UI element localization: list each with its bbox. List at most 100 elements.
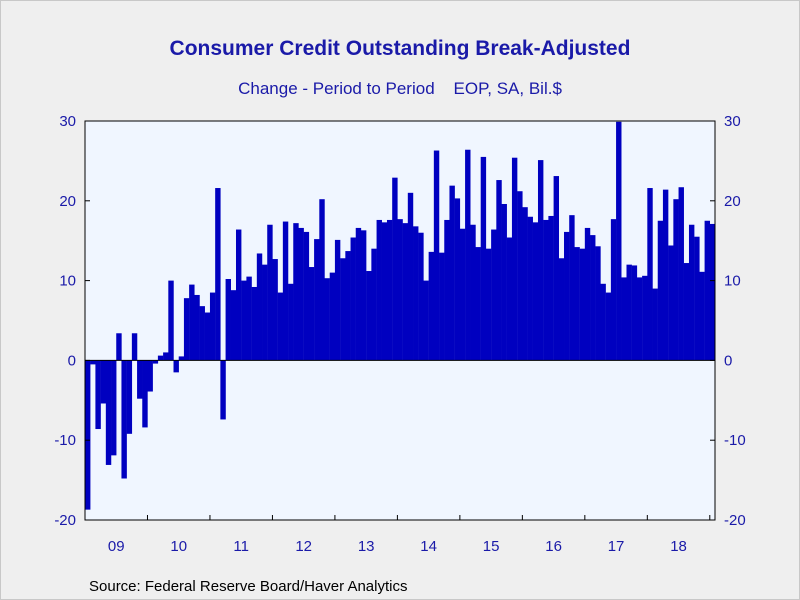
- bar: [157, 355, 164, 361]
- bar: [355, 227, 362, 361]
- bar: [366, 271, 372, 361]
- bar: [230, 290, 237, 361]
- bar: [553, 176, 560, 361]
- bar: [178, 356, 185, 361]
- bar: [579, 248, 586, 361]
- bar: [491, 229, 497, 361]
- bar: [449, 185, 455, 361]
- bar: [532, 222, 539, 361]
- bar: [241, 280, 247, 361]
- bar: [423, 280, 429, 361]
- bar: [610, 219, 617, 361]
- bar: [475, 247, 481, 361]
- bar: [142, 360, 148, 428]
- bar: [152, 360, 159, 364]
- bar: [480, 156, 487, 361]
- bar: [376, 219, 382, 361]
- bar: [631, 265, 638, 361]
- bar: [256, 253, 263, 361]
- bar: [163, 352, 169, 361]
- bar: [413, 226, 419, 361]
- bar: [527, 216, 533, 361]
- y-tick-label-left: 0: [68, 352, 76, 369]
- bar: [235, 229, 242, 361]
- x-tick-label: 13: [358, 538, 375, 555]
- bar: [272, 259, 278, 361]
- bar: [652, 288, 658, 361]
- bar: [470, 224, 476, 361]
- bar: [95, 360, 101, 430]
- source-note: Source: Federal Reserve Board/Haver Anal…: [89, 578, 408, 595]
- bar: [267, 224, 273, 361]
- bar: [418, 232, 424, 361]
- bar: [662, 189, 669, 361]
- bar: [204, 312, 211, 361]
- bar: [564, 231, 570, 361]
- bar: [402, 223, 409, 361]
- bar: [173, 360, 179, 373]
- bar: [537, 160, 544, 361]
- y-tick-label-right: 10: [724, 273, 741, 290]
- bar: [168, 280, 174, 361]
- bar: [345, 251, 351, 361]
- bar: [444, 219, 450, 361]
- y-tick-label-left: 20: [59, 193, 76, 210]
- bar: [105, 360, 112, 465]
- bar: [147, 360, 153, 392]
- bar: [657, 220, 664, 361]
- bar: [709, 223, 716, 361]
- bar: [433, 150, 440, 361]
- x-tick-label: 15: [483, 538, 500, 555]
- bar: [673, 199, 679, 361]
- bar: [642, 275, 648, 361]
- bar: [590, 235, 596, 361]
- bar: [126, 360, 133, 434]
- bar: [699, 271, 705, 361]
- bar: [308, 267, 315, 361]
- bar: [85, 360, 91, 510]
- bar: [600, 283, 606, 361]
- x-tick-label: 16: [545, 538, 562, 555]
- bar: [439, 252, 445, 361]
- bar: [360, 230, 367, 361]
- bar: [131, 333, 138, 361]
- y-tick-label-left: 10: [59, 273, 76, 290]
- bar: [595, 246, 601, 361]
- bar: [303, 231, 310, 361]
- bar: [569, 215, 575, 361]
- bar: [324, 278, 330, 361]
- bar: [485, 248, 492, 361]
- y-tick-label-right: -20: [724, 512, 746, 529]
- bar: [574, 247, 580, 361]
- bar: [678, 187, 684, 361]
- bar: [329, 272, 336, 361]
- bar: [319, 199, 325, 361]
- y-tick-label-left: -20: [54, 512, 76, 529]
- bar: [496, 180, 502, 361]
- bar: [183, 298, 190, 361]
- plot-border: [84, 120, 716, 521]
- bar: [298, 227, 304, 361]
- bar: [189, 284, 195, 361]
- bar: [251, 286, 258, 361]
- bar: [340, 258, 346, 361]
- bar: [246, 276, 252, 361]
- x-tick-label: 09: [108, 538, 125, 555]
- y-tick-label-right: -10: [724, 432, 746, 449]
- bar: [454, 198, 461, 361]
- x-tick-label: 17: [608, 538, 625, 555]
- bar: [605, 292, 612, 361]
- y-tick-label-right: 20: [724, 193, 741, 210]
- bar: [688, 224, 695, 361]
- bar: [137, 360, 143, 399]
- bar: [194, 294, 200, 361]
- bar: [459, 228, 466, 361]
- bar: [501, 203, 507, 361]
- bar: [517, 191, 523, 361]
- x-tick-label: 18: [670, 538, 687, 555]
- bar: [111, 360, 117, 456]
- bar: [277, 292, 284, 361]
- bar: [558, 258, 565, 361]
- bar: [511, 157, 518, 361]
- bar: [668, 245, 674, 361]
